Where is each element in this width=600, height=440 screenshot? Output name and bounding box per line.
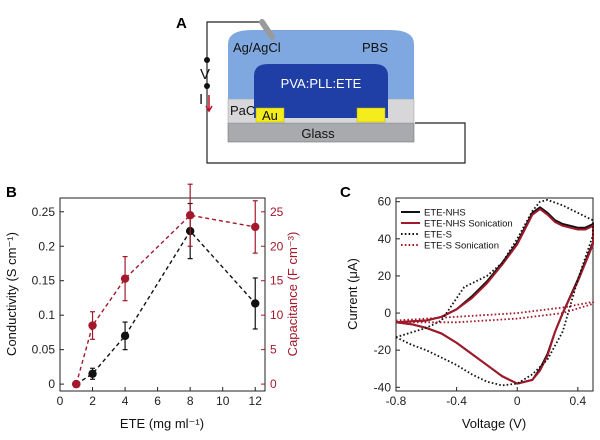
y-tick-label: 0 (48, 377, 55, 391)
chart-b-x-label: ETE (mg ml⁻¹) (120, 416, 204, 431)
chart-b-y-label: Conductivity (S cm⁻¹) (4, 232, 19, 356)
x-tick-label: -0.4 (446, 394, 467, 408)
data-point (88, 369, 97, 378)
x-tick-label: 0.4 (570, 394, 587, 408)
film-label: PVA:PLL:ETE (281, 76, 362, 91)
cv-curve (395, 208, 594, 385)
x-tick-label: 12 (249, 394, 263, 408)
y2-tick-label: 15 (270, 274, 284, 288)
data-point (120, 274, 130, 283)
legend-label: ETE-S (424, 230, 452, 241)
x-tick-label: 0 (514, 394, 521, 408)
data-point (88, 321, 97, 330)
series-line-right (75, 214, 256, 385)
cv-curve (395, 199, 594, 387)
chart-c-x-label: Voltage (V) (462, 416, 526, 431)
chart-b-frame (59, 197, 266, 392)
y2-tick-label: 5 (270, 343, 277, 357)
y-tick-label: 0.2 (38, 239, 55, 253)
panel-a: A V I Glass PaC PBS Ag/AgCl PVA:PLL:ETE … (176, 15, 466, 164)
agagcl-electrode (259, 19, 275, 40)
chart-b-y2-ticks: 0 5 10 15 20 25 (261, 205, 284, 391)
x-tick-label: 4 (122, 394, 129, 408)
y2-tick-label: 25 (270, 205, 284, 219)
panel-b: B 0 2 4 6 8 10 12 0 0.05 0.1 0.15 0.2 0.25 0 5 10 15 20… (4, 183, 300, 431)
current-arrow (205, 95, 213, 113)
au-contact-right (356, 107, 386, 123)
data-point (251, 299, 260, 308)
y2-tick-label: 10 (270, 308, 284, 322)
y-tick-label: -40 (374, 380, 392, 394)
terminal-bottom (204, 83, 210, 89)
data-point (120, 331, 130, 341)
x-tick-label: 8 (187, 394, 194, 408)
chart-c-y-ticks: -40 -20 0 20 40 60 (374, 195, 400, 394)
data-point (185, 211, 195, 220)
legend-label: ETE-NHS (424, 208, 466, 219)
chart-b-y2-label: Capacitance (F cm⁻³) (285, 232, 300, 357)
y-tick-label: 40 (378, 232, 392, 246)
voltage-label: V (200, 66, 210, 83)
data-point (251, 222, 260, 232)
y-tick-label: 0.25 (32, 205, 56, 219)
y2-tick-label: 0 (270, 377, 277, 391)
x-tick-label: 10 (216, 394, 230, 408)
chart-c-x-ticks: -0.8 -0.4 0 0.4 (386, 387, 587, 408)
circuit-wire (206, 21, 466, 164)
glass-label: Glass (301, 126, 335, 141)
legend-label: ETE-S Sonication (424, 241, 499, 252)
y-tick-label: -20 (374, 343, 392, 357)
panel-label-a: A (176, 15, 187, 32)
x-tick-label: 6 (154, 394, 161, 408)
chart-b-marks (72, 183, 260, 389)
chart-b-x-ticks: 0 2 4 6 8 10 12 (57, 387, 263, 408)
x-tick-label: 0 (57, 394, 64, 408)
current-label: I (199, 91, 203, 108)
y-tick-label: 0.15 (32, 274, 56, 288)
pac-label: PaC (230, 103, 255, 118)
chart-c-marks (395, 199, 594, 387)
cv-curve (395, 301, 594, 324)
pbs-label: PBS (362, 40, 388, 55)
data-point (72, 379, 81, 389)
y-tick-label: 0 (384, 306, 391, 320)
chart-b-y-ticks: 0 0.05 0.1 0.15 0.2 0.25 (32, 205, 64, 391)
panel-label-c: C (340, 184, 351, 201)
terminal-top (204, 57, 210, 63)
series-line-left (75, 229, 256, 385)
legend-label: ETE-NHS Sonication (424, 219, 513, 230)
chart-c-frame (395, 197, 594, 392)
y-tick-label: 0.05 (32, 343, 56, 357)
y2-tick-label: 20 (270, 239, 284, 253)
au-label: Au (262, 108, 278, 123)
au-contact-left (255, 107, 285, 123)
agagcl-label: Ag/AgCl (233, 40, 281, 55)
pva-pll-ete-film (254, 64, 388, 118)
y-tick-label: 60 (378, 195, 392, 209)
y-tick-label: 20 (378, 269, 392, 283)
y-tick-label: 0.1 (38, 308, 55, 322)
chart-c-y-label: Current (μA) (345, 258, 360, 330)
x-tick-label: -0.8 (386, 394, 407, 408)
panel-label-b: B (6, 184, 17, 201)
x-tick-label: 2 (89, 394, 96, 408)
